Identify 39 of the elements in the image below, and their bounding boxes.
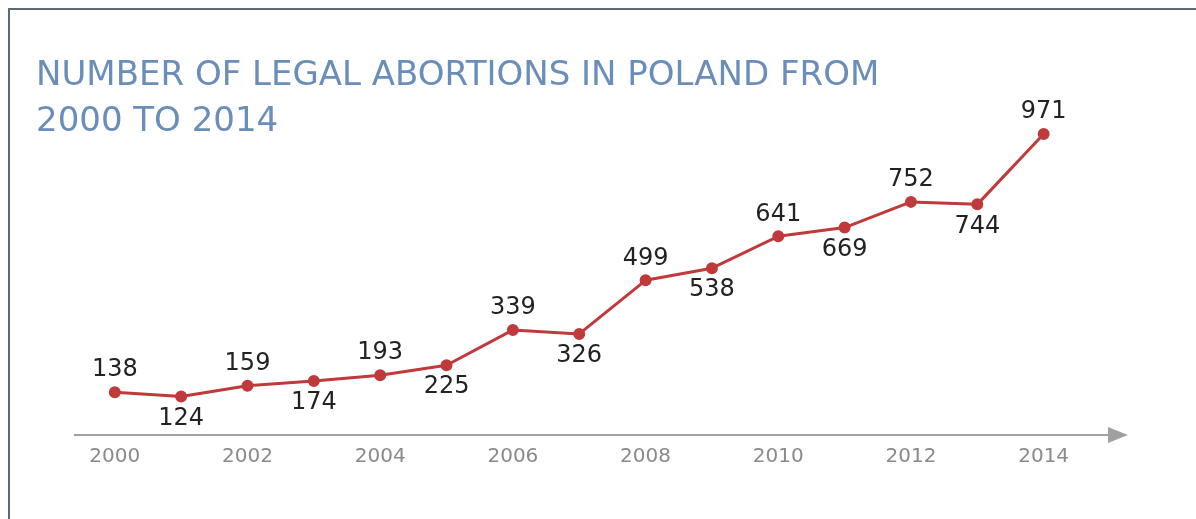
data-label: 752 [888, 164, 934, 193]
point [639, 274, 652, 287]
point [175, 390, 188, 403]
point [374, 369, 387, 382]
point [307, 375, 320, 388]
point [904, 195, 917, 208]
data-label: 124 [158, 402, 205, 431]
data-label: 499 [622, 242, 669, 271]
data-label: 326 [556, 340, 603, 369]
x-tick-label: 2008 [620, 443, 672, 468]
x-tick-label: 2006 [487, 443, 539, 468]
point [705, 262, 718, 275]
data-label: 225 [423, 371, 470, 400]
data-label: 159 [224, 347, 271, 376]
data-label: 971 [1020, 96, 1067, 125]
data-label: 669 [821, 233, 868, 262]
x-tick-label: 2000 [89, 443, 141, 468]
x-tick-label: 2002 [222, 443, 273, 468]
x-tick-label: 2014 [1018, 443, 1070, 468]
data-label: 641 [755, 198, 802, 227]
point [1037, 127, 1050, 140]
point [506, 323, 519, 336]
data-label: 744 [954, 210, 1001, 239]
point [241, 379, 254, 392]
x-tick-label: 2004 [354, 443, 406, 468]
data-label: 339 [489, 292, 536, 321]
point [440, 359, 453, 372]
point [573, 327, 586, 340]
data-label: 193 [357, 337, 404, 366]
point [772, 230, 785, 243]
data-label: 538 [689, 274, 735, 303]
x-tick-label: 2010 [752, 443, 804, 468]
chart-title: NUMBER OF LEGAL ABORTIONS IN POLAND FROM 2000 TO 2014 [36, 52, 881, 141]
point [971, 198, 984, 211]
point [108, 386, 121, 399]
point [838, 221, 851, 234]
x-tick-label: 2012 [885, 443, 937, 468]
data-label: 138 [91, 354, 138, 383]
data-label: 174 [290, 387, 337, 416]
